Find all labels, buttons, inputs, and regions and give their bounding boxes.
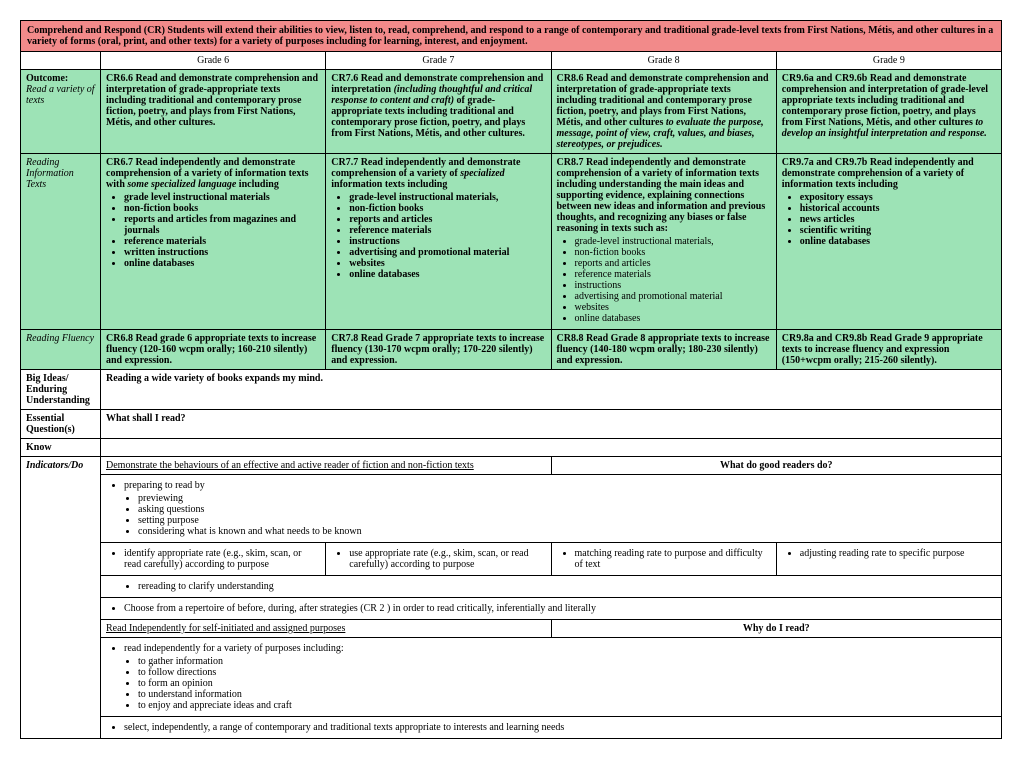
know-content bbox=[101, 439, 1001, 456]
row-label: Indicators/Do bbox=[21, 457, 101, 738]
row-label: Reading Fluency bbox=[21, 330, 101, 369]
main-header: Comprehend and Respond (CR) Students wil… bbox=[21, 21, 1001, 52]
reading-g7: CR7.7 Read independently and demonstrate… bbox=[326, 154, 551, 329]
bigideas-content: Reading a wide variety of books expands … bbox=[101, 370, 1001, 409]
fluency-g8: CR8.8 Read Grade 8 appropriate texts to … bbox=[552, 330, 777, 369]
grade-header: Grade 8 bbox=[552, 52, 777, 69]
essential-content: What shall I read? bbox=[101, 410, 1001, 438]
fluency-g9: CR9.8a and CR9.8b Read Grade 9 appropria… bbox=[777, 330, 1001, 369]
row-label: Reading Information Texts bbox=[21, 154, 101, 329]
grade-header: Grade 9 bbox=[777, 52, 1001, 69]
fluency-row: Reading Fluency CR6.8 Read grade 6 appro… bbox=[21, 330, 1001, 370]
bigideas-row: Big Ideas/ Enduring Understanding Readin… bbox=[21, 370, 1001, 410]
grade-header: Grade 6 bbox=[101, 52, 326, 69]
row-label: Essential Question(s) bbox=[21, 410, 101, 438]
fluency-g6: CR6.8 Read grade 6 appropriate texts to … bbox=[101, 330, 326, 369]
reading-g6: CR6.7 Read independently and demonstrate… bbox=[101, 154, 326, 329]
fluency-g7: CR7.8 Read Grade 7 appropriate texts to … bbox=[326, 330, 551, 369]
row-label: Big Ideas/ Enduring Understanding bbox=[21, 370, 101, 409]
outcome-g8: CR8.6 Read and demonstrate comprehension… bbox=[552, 70, 777, 153]
curriculum-table: Comprehend and Respond (CR) Students wil… bbox=[20, 20, 1002, 739]
outcome-g7: CR7.6 Read and demonstrate comprehension… bbox=[326, 70, 551, 153]
row-label: Know bbox=[21, 439, 101, 456]
outcome-g9: CR9.6a and CR9.6b Read and demonstrate c… bbox=[777, 70, 1001, 153]
blank-cell bbox=[21, 52, 101, 69]
row-label: Outcome:Read a variety of texts bbox=[21, 70, 101, 153]
reading-g8: CR8.7 Read independently and demonstrate… bbox=[552, 154, 777, 329]
outcome-row: Outcome:Read a variety of texts CR6.6 Re… bbox=[21, 70, 1001, 154]
reading-row: Reading Information Texts CR6.7 Read ind… bbox=[21, 154, 1001, 330]
grade-header-row: Grade 6 Grade 7 Grade 8 Grade 9 bbox=[21, 52, 1001, 70]
reading-g9: CR9.7a and CR9.7b Read independently and… bbox=[777, 154, 1001, 329]
essential-row: Essential Question(s) What shall I read? bbox=[21, 410, 1001, 439]
indicators-row: Indicators/Do Demonstrate the behaviours… bbox=[21, 457, 1001, 738]
indicators-content: Demonstrate the behaviours of an effecti… bbox=[101, 457, 1001, 738]
know-row: Know bbox=[21, 439, 1001, 457]
grade-header: Grade 7 bbox=[326, 52, 551, 69]
outcome-g6: CR6.6 Read and demonstrate comprehension… bbox=[101, 70, 326, 153]
